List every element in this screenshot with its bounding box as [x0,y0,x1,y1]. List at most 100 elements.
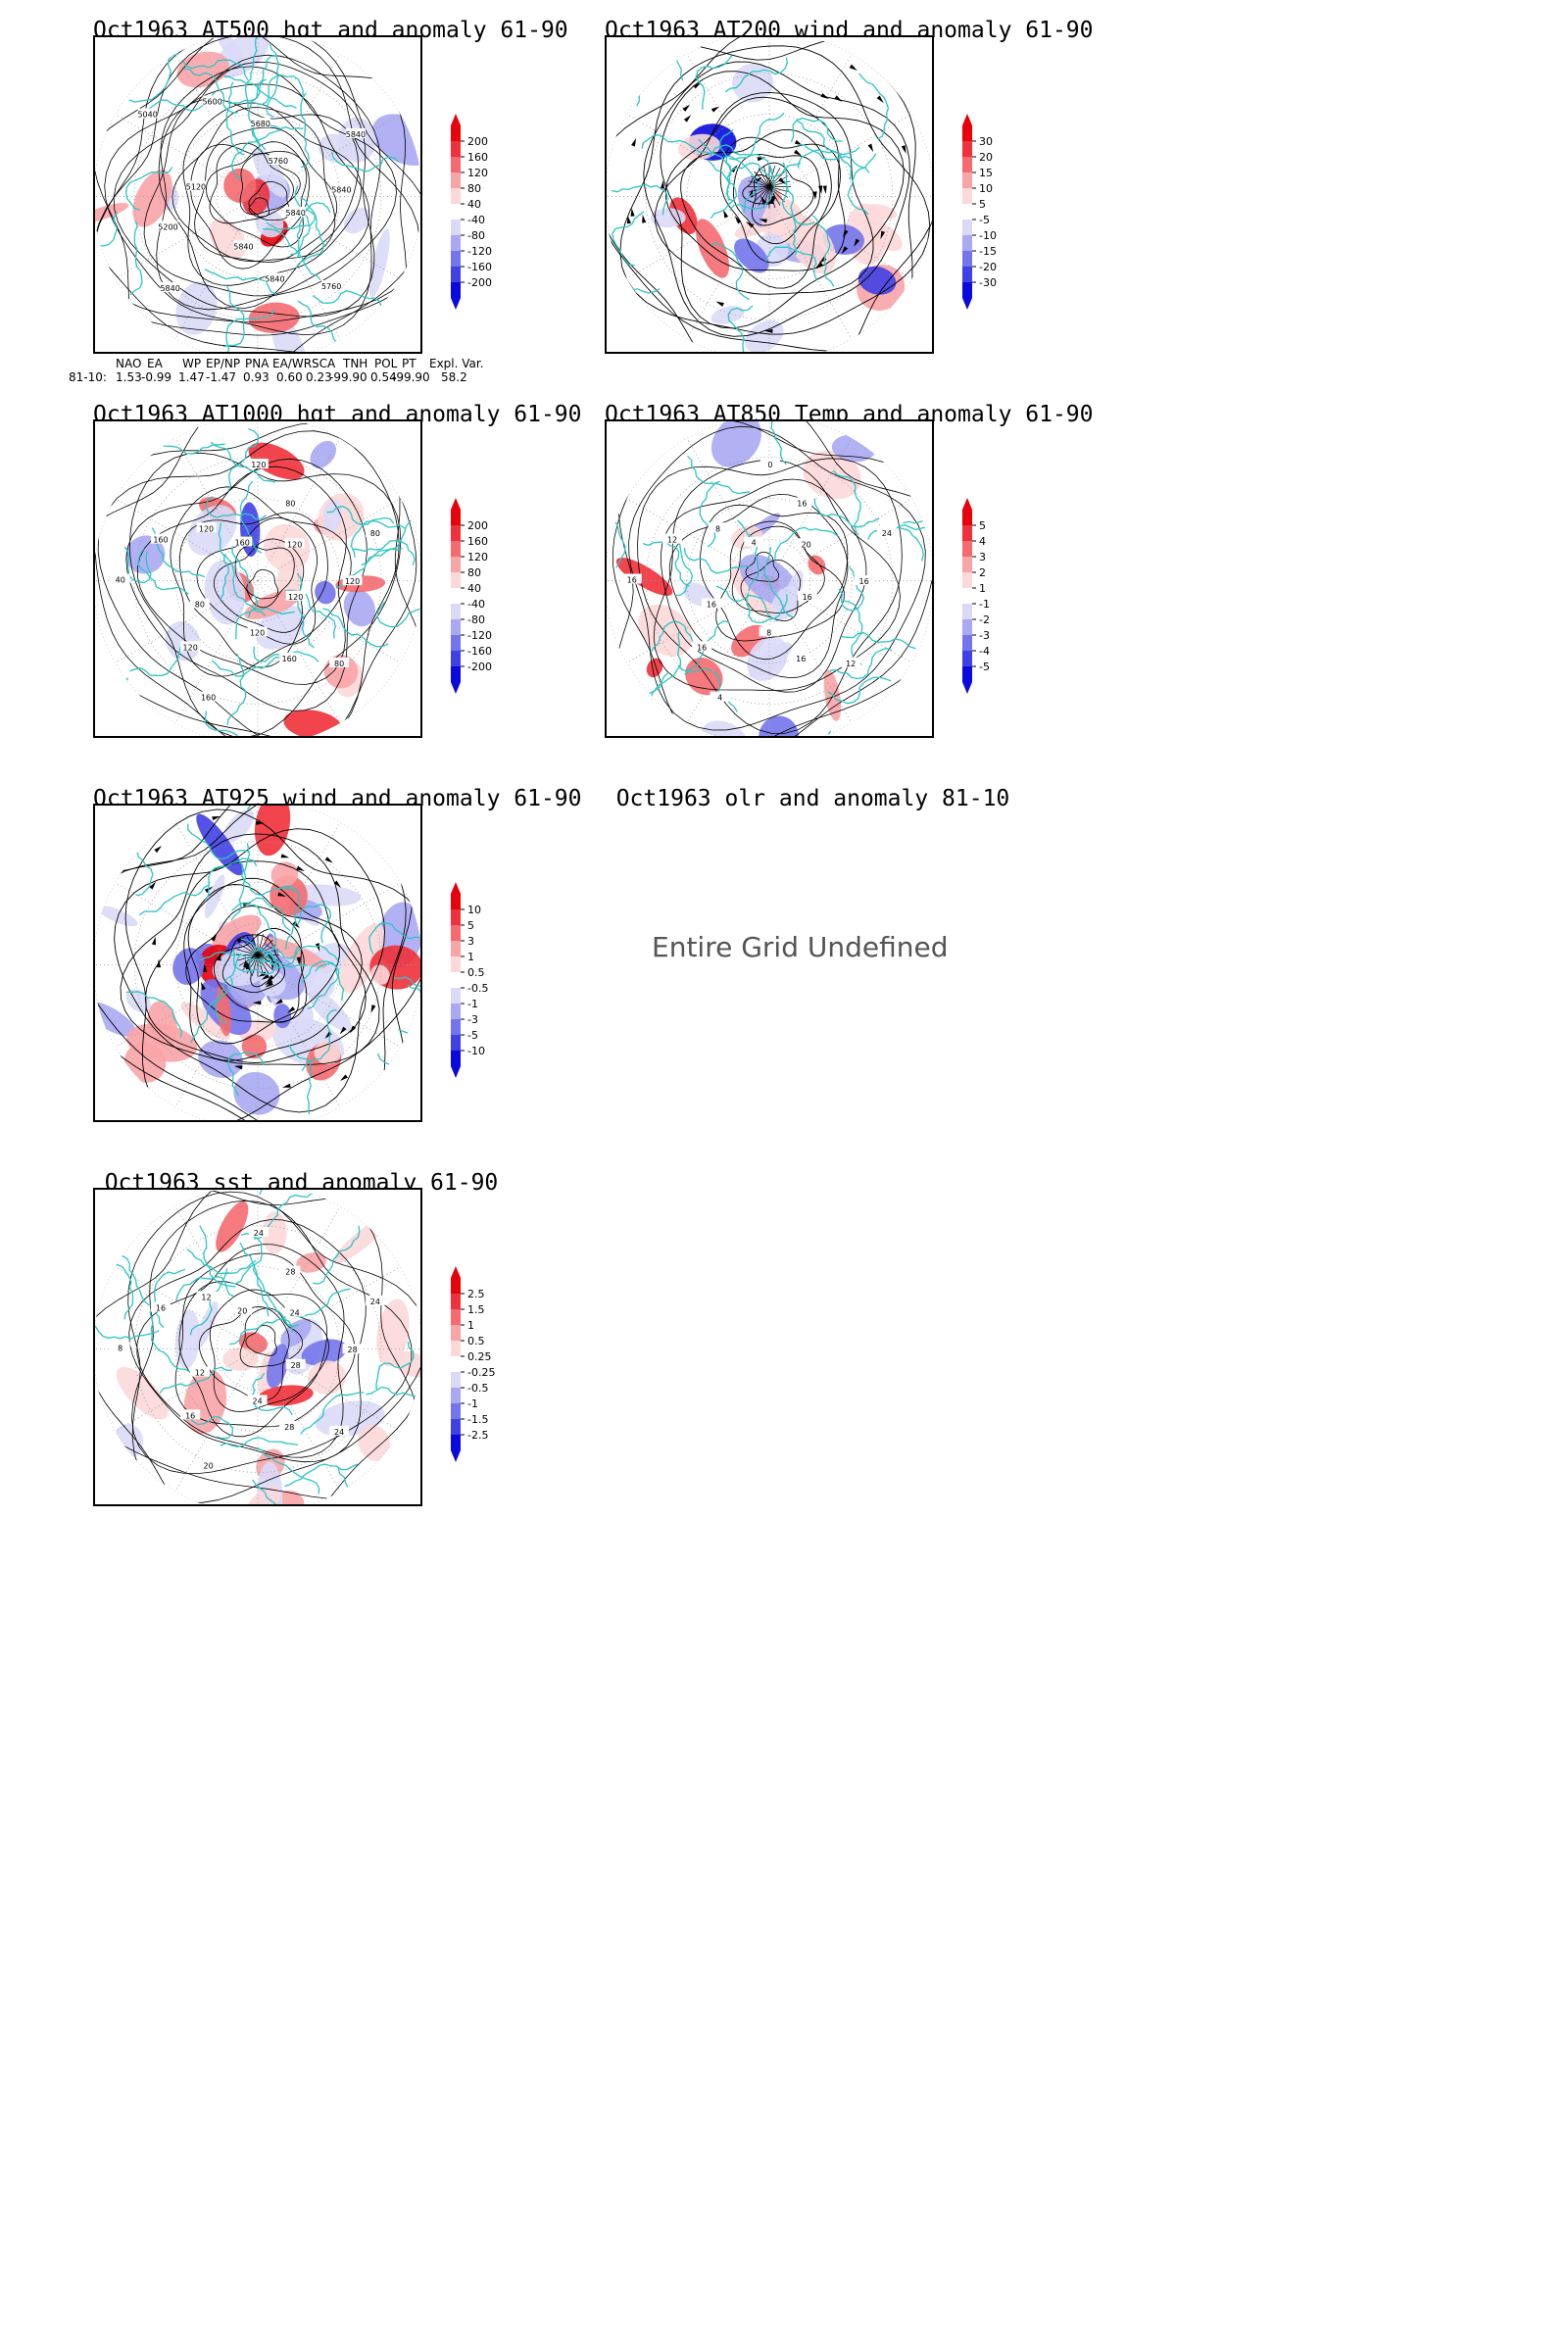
anomaly-shading [646,658,663,678]
tele-header-explvar: Expl. Var. [429,357,484,370]
coastline [125,991,182,1038]
colorbar-segment [962,251,972,267]
anomaly-shading [223,809,255,843]
coastline [736,519,760,592]
colorbar-label: 1.5 [467,1303,485,1316]
coastline [699,480,720,548]
streamline-arrow [867,143,874,153]
colorbar-segment [451,188,461,204]
contour-label-bg [329,657,350,667]
colorbar-label: 40 [467,198,481,211]
anomaly-shading [172,948,205,985]
contour-line [172,107,336,263]
contour-label: 5120 [186,182,206,191]
colorbar-label: 20 [979,151,993,164]
streamline-arrow [252,1001,262,1005]
colorbar-label: 30 [979,135,993,148]
coastline [231,949,277,976]
streamline-arrow [151,936,156,946]
coastline [117,843,154,897]
meridian-line [174,53,259,197]
colorbar-arrow-bottom [451,1450,461,1462]
colorbar-arrow-bottom [962,298,972,310]
coastline [230,129,281,180]
coastline [226,653,247,725]
anomaly-shading [376,1298,410,1367]
contour-label-bg [760,459,780,469]
colorbar-segment [451,510,461,525]
coastline [903,517,932,528]
coastline [220,1437,299,1447]
coastline [231,897,291,932]
streamline-convergence [238,944,259,956]
contour-label-bg [180,1409,201,1420]
contour-label-bg [158,220,178,231]
contour-label-bg [662,533,682,544]
contour-label: 16 [697,643,707,652]
latitude-circle [133,841,382,1089]
streamline-arrow [200,981,206,991]
colorbar-label: -80 [467,229,485,242]
coastline [764,246,817,281]
coastline [265,43,280,118]
streamline-convergence [257,934,265,956]
anomaly-shading [254,806,291,857]
coastline [183,68,238,114]
contour-label: 5760 [269,157,288,166]
contour-label: 5840 [160,284,179,293]
anomaly-shading [116,1366,169,1420]
contour-label: 12 [667,536,677,545]
contour-line [131,1200,413,1475]
coastline [698,138,736,203]
streamline-arrow [266,974,274,983]
streamline-arrow [349,1025,357,1034]
colorbar-segment [451,1388,461,1403]
colorbar-label: -5 [979,214,990,226]
olr-undefined-text: Entire Grid Undefined [652,931,949,963]
streamline-arrow [243,958,248,968]
coastline [612,183,669,216]
colorbar-label: -1 [467,998,478,1010]
contour-line [124,808,420,1120]
streamline-convergence [246,936,259,956]
anomaly-shading [113,1424,144,1459]
colorbar-segment [451,604,461,619]
colorbar-arrow-top [451,498,461,510]
contour-label-bg [854,575,874,586]
latitude-circle [645,73,894,320]
map-graphic: 16 12 16 8 4 16 16 16 12 8 4 0 16 20 24 16 [607,421,932,736]
coastline [225,309,276,352]
colorbar-graphic: 10 5 3 1 0.5 -0.5 -1 -3 -5 -10 [451,882,488,1078]
colorbar-label: 40 [467,582,481,595]
contour-label-bg [744,536,764,547]
coastline [728,112,785,161]
coastline [641,133,712,155]
contour-line [95,37,420,336]
contour-line [619,45,931,335]
coastline [847,153,877,216]
contour-line [182,102,363,286]
streamline-arrow [854,238,860,247]
colorbar-segment [451,666,461,682]
anomaly-shading [248,442,305,480]
contour-label: 24 [290,1308,300,1317]
meridian-line [115,498,259,581]
coastline [687,455,751,495]
contour-line [612,421,932,736]
contour-label: 12 [195,1368,205,1377]
streamline-arrow [256,820,265,825]
map-graphic: 28 24 28 24 20 16 12 8 16 12 20 24 28 24 24 28 [95,1190,420,1504]
contour-label-bg [621,573,642,584]
coastline [361,514,419,566]
contour-line [239,1307,304,1368]
streamline-arrow [642,214,647,223]
colorbar-label: 5 [467,919,474,932]
contour-label-bg [196,522,217,533]
colorbar-segment [962,619,972,635]
colorbar-segment [451,220,461,235]
colorbar-segment [962,635,972,651]
streamline-convergence [754,186,770,203]
anomaly-shading [196,813,243,876]
contour-label-bg [196,1291,217,1301]
streamline-arrow [274,999,283,1005]
